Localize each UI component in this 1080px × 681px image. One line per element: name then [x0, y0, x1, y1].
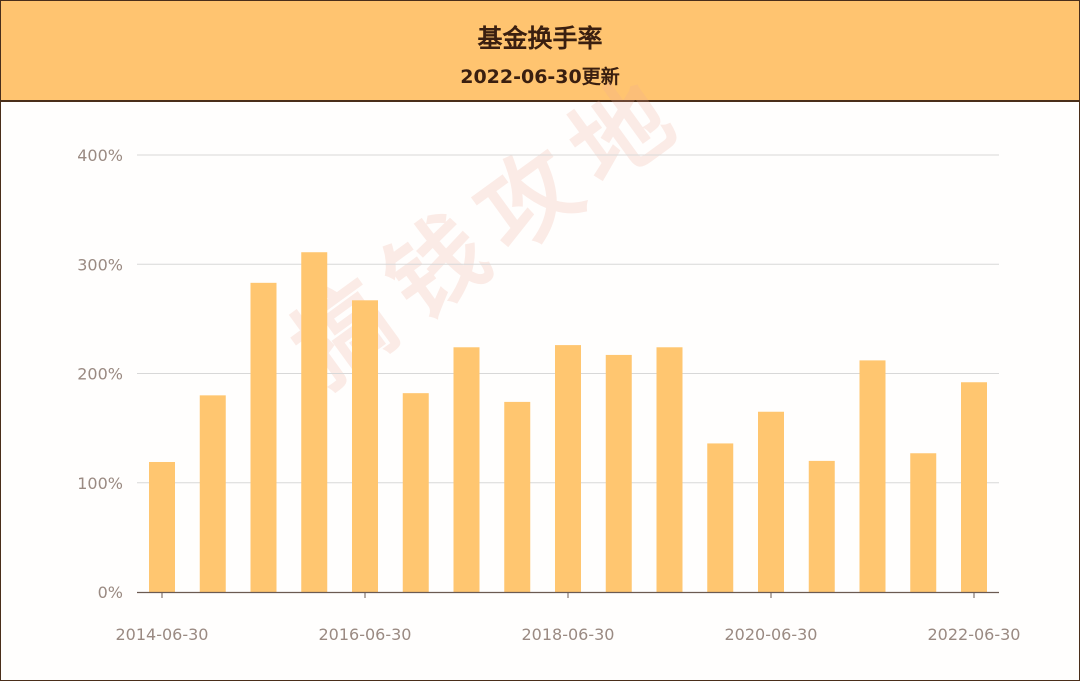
- x-tick-label: 2016-06-30: [319, 625, 412, 644]
- y-tick-label: 100%: [77, 474, 123, 493]
- bar: [707, 443, 734, 592]
- bar: [808, 460, 835, 592]
- bar: [605, 354, 632, 592]
- bar: [758, 411, 784, 592]
- bar: [149, 461, 175, 592]
- chart-title: 基金换手率: [477, 24, 603, 53]
- bar: [250, 282, 277, 592]
- bar: [402, 393, 429, 592]
- bar: [859, 360, 886, 592]
- bar: [352, 300, 378, 592]
- y-tick-label: 200%: [77, 365, 123, 384]
- bar: [301, 252, 328, 593]
- bar: [961, 382, 987, 592]
- x-tick-label: 2022-06-30: [928, 625, 1021, 644]
- y-tick-label: 400%: [77, 146, 123, 165]
- y-tick-label: 0%: [98, 583, 123, 602]
- chart-subtitle: 2022-06-30更新: [460, 66, 620, 88]
- x-tick-label: 2020-06-30: [725, 625, 818, 644]
- bar: [199, 395, 226, 592]
- x-tick-label: 2014-06-30: [116, 625, 209, 644]
- bar: [656, 347, 683, 592]
- y-tick-label: 300%: [77, 255, 123, 274]
- chart-header: 基金换手率 2022-06-30更新: [1, 1, 1079, 102]
- bar: [453, 347, 480, 592]
- bar: [910, 453, 937, 592]
- bar: [504, 401, 531, 592]
- x-tick-label: 2018-06-30: [522, 625, 615, 644]
- bar: [555, 345, 581, 592]
